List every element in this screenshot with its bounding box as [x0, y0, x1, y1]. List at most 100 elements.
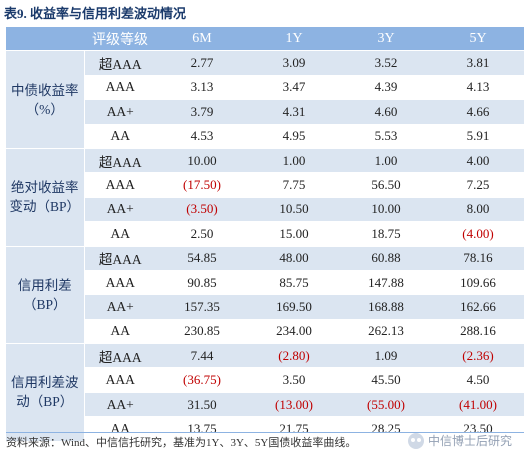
value-cell: 168.88	[340, 294, 432, 320]
table-row: AA+ 3.79 4.31 4.60 4.66	[6, 99, 524, 125]
value-cell: (17.50)	[156, 172, 248, 198]
value-cell: 18.75	[340, 221, 432, 247]
header-term-3y: 3Y	[340, 27, 432, 52]
table-body: 中债收益率（%） 超AAA 2.77 3.09 3.52 3.81 AAA 3.13 3.47 4…	[6, 50, 524, 442]
value-cell: 4.53	[156, 124, 248, 149]
header-term-6m: 6M	[156, 27, 248, 52]
value-cell: 2.50	[156, 221, 248, 247]
value-cell: 234.00	[248, 319, 340, 345]
value-cell: 54.85	[156, 246, 248, 271]
value-cell: 45.50	[340, 367, 432, 393]
value-cell: 48.00	[248, 246, 340, 271]
value-cell: 7.44	[156, 343, 248, 369]
value-cell: 3.13	[156, 75, 248, 101]
yield-spread-table: 评级等级 6M 1Y 3Y 5Y 中债收益率（%） 超AAA 2.77 3.09 3.5…	[6, 27, 524, 442]
rating-level-cell: 超AAA	[84, 50, 156, 76]
group-label: 信用利差（BP）	[6, 246, 85, 345]
value-cell: 4.31	[248, 99, 340, 125]
wechat-icon	[407, 433, 424, 449]
value-cell: 56.50	[340, 172, 432, 198]
value-cell: 109.66	[432, 270, 524, 296]
value-cell: 7.25	[432, 172, 524, 198]
rating-level-cell: AA	[84, 416, 156, 442]
value-cell: 4.66	[432, 99, 524, 125]
value-cell: (13.00)	[248, 392, 340, 418]
watermark: 中信博士后研究	[407, 430, 512, 452]
rating-level-cell: AA	[84, 319, 156, 345]
value-cell: 230.85	[156, 319, 248, 345]
value-cell: (2.36)	[432, 343, 524, 369]
rating-level-cell: AAA	[84, 75, 156, 101]
table-row: 信用利差（BP） 超AAA 54.85 48.00 60.88 78.16	[6, 246, 524, 345]
header-term-5y: 5Y	[432, 27, 524, 52]
value-cell: 23.50	[432, 416, 524, 442]
rating-level-cell: AA+	[84, 197, 156, 223]
value-cell: 15.00	[248, 221, 340, 247]
value-cell: 157.35	[156, 294, 248, 320]
value-cell: 3.52	[340, 50, 432, 76]
value-cell: 90.85	[156, 270, 248, 296]
value-cell: 21.75	[248, 416, 340, 442]
value-cell: 85.75	[248, 270, 340, 296]
table-row: AAA (17.50) 7.75 56.50 7.25	[6, 172, 524, 198]
watermark-text: 中信博士后研究	[427, 434, 512, 448]
table-row: 中债收益率（%） 超AAA 2.77 3.09 3.52 3.81	[6, 50, 524, 149]
value-cell: 3.81	[432, 50, 524, 76]
rating-level-cell: AA+	[84, 99, 156, 125]
value-cell: 10.00	[156, 148, 248, 174]
value-cell: 4.00	[432, 148, 524, 174]
value-cell: 162.66	[432, 294, 524, 320]
value-cell: 169.50	[248, 294, 340, 320]
table-row: AAA 3.13 3.47 4.39 4.13	[6, 75, 524, 101]
rating-level-cell: AAA	[84, 172, 156, 198]
value-cell: 1.09	[340, 343, 432, 369]
value-cell: 262.13	[340, 319, 432, 345]
table-row: AA 2.50 15.00 18.75 (4.00)	[6, 221, 524, 247]
value-cell: 4.60	[340, 99, 432, 125]
value-cell: (36.75)	[156, 367, 248, 393]
value-cell: (3.50)	[156, 197, 248, 223]
value-cell: 60.88	[340, 246, 432, 271]
table-row: AA+ 157.35 169.50 168.88 162.66	[6, 294, 524, 320]
value-cell: 31.50	[156, 392, 248, 418]
value-cell: 7.75	[248, 172, 340, 198]
value-cell: 3.50	[248, 367, 340, 393]
table-row: AA 13.75 21.75 28.25 23.50	[6, 416, 524, 442]
value-cell: 3.79	[156, 99, 248, 125]
value-cell: 4.13	[432, 75, 524, 101]
value-cell: 1.00	[248, 148, 340, 174]
value-cell: 1.00	[340, 148, 432, 174]
table-row: AA+ 31.50 (13.00) (55.00) (41.00)	[6, 392, 524, 418]
value-cell: 8.00	[432, 197, 524, 223]
group-label: 信用利差波动（BP）	[6, 343, 85, 442]
table-row: AAA (36.75) 3.50 45.50 4.50	[6, 367, 524, 393]
rating-level-cell: AAA	[84, 270, 156, 296]
table-row: AA 4.53 4.95 5.53 5.91	[6, 124, 524, 149]
value-cell: 10.50	[248, 197, 340, 223]
rating-level-cell: 超AAA	[84, 246, 156, 271]
value-cell: 78.16	[432, 246, 524, 271]
value-cell: 3.47	[248, 75, 340, 101]
rating-level-cell: AA+	[84, 294, 156, 320]
table-row: AA+ (3.50) 10.50 10.00 8.00	[6, 197, 524, 223]
value-cell: 3.09	[248, 50, 340, 76]
table-row: 绝对收益率变动（BP） 超AAA 10.00 1.00 1.00 4.00	[6, 148, 524, 247]
value-cell: 288.16	[432, 319, 524, 345]
value-cell: (2.80)	[248, 343, 340, 369]
value-cell: 147.88	[340, 270, 432, 296]
value-cell: 4.39	[340, 75, 432, 101]
source-note: 资料来源：Wind、中信信托研究，基准为1Y、3Y、5Y国债收益率曲线。	[6, 432, 524, 453]
table-row: 信用利差波动（BP） 超AAA 7.44 (2.80) 1.09 (2.36)	[6, 343, 524, 442]
table-header-row: 评级等级 6M 1Y 3Y 5Y	[6, 27, 524, 52]
value-cell: 13.75	[156, 416, 248, 442]
value-cell: 4.95	[248, 124, 340, 149]
value-cell: 5.91	[432, 124, 524, 149]
rating-level-cell: AAA	[84, 367, 156, 393]
value-cell: 4.50	[432, 367, 524, 393]
rating-level-cell: 超AAA	[84, 148, 156, 174]
value-cell: 2.77	[156, 50, 248, 76]
value-cell: (41.00)	[432, 392, 524, 418]
value-cell: (55.00)	[340, 392, 432, 418]
header-term-1y: 1Y	[248, 27, 340, 52]
